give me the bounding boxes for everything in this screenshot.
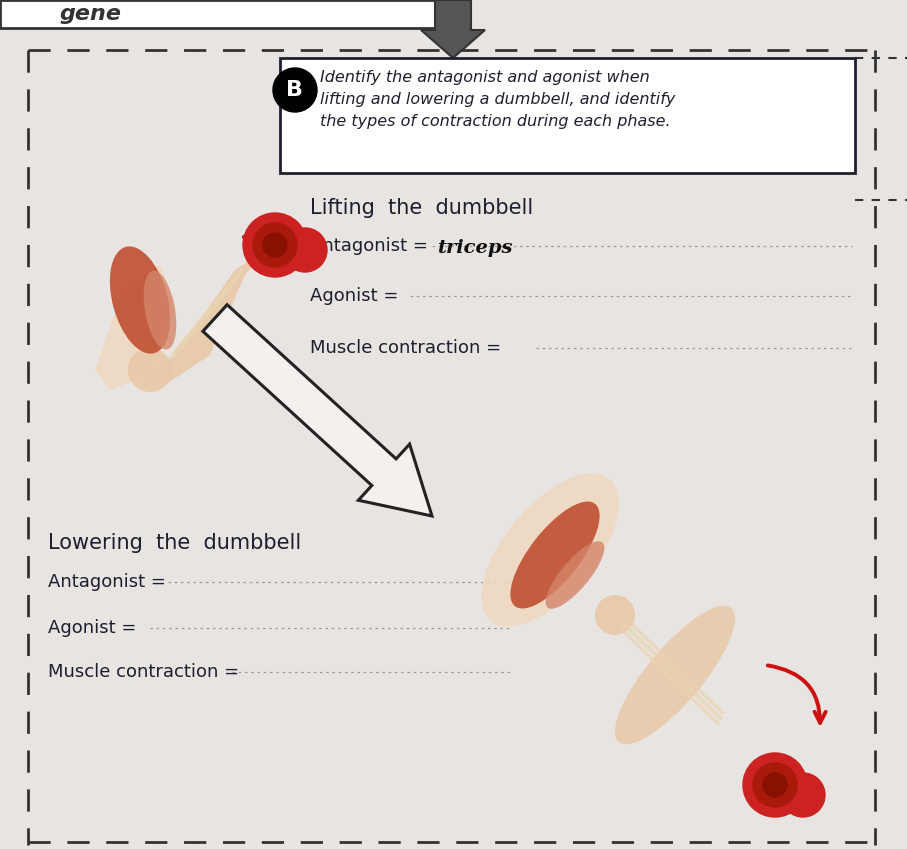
Polygon shape [145,250,265,385]
Ellipse shape [511,502,600,609]
Circle shape [595,595,635,635]
Circle shape [283,228,327,272]
Text: triceps: triceps [437,239,512,257]
Ellipse shape [546,541,604,609]
Ellipse shape [482,474,619,627]
Polygon shape [95,265,175,390]
Circle shape [753,763,797,807]
Text: Agonist =: Agonist = [48,619,136,637]
FancyBboxPatch shape [0,0,453,28]
Circle shape [128,348,172,392]
Circle shape [781,773,825,817]
Circle shape [273,68,317,112]
Text: Muscle contraction =: Muscle contraction = [48,663,239,681]
Circle shape [243,213,307,277]
Text: gene: gene [60,4,122,24]
Text: B: B [287,80,304,100]
Text: Lifting  the  dumbbell: Lifting the dumbbell [310,198,533,218]
Text: the types of contraction during each phase.: the types of contraction during each pha… [320,114,670,129]
Text: Identify the antagonist and agonist when: Identify the antagonist and agonist when [320,70,649,85]
Ellipse shape [615,605,735,745]
Circle shape [763,773,787,797]
Text: Lowering  the  dumbbell: Lowering the dumbbell [48,533,301,553]
Polygon shape [421,0,485,58]
Polygon shape [203,305,432,516]
Text: Antagonist =: Antagonist = [48,573,166,591]
Ellipse shape [143,271,176,350]
Text: Antagonist =: Antagonist = [310,237,428,255]
Ellipse shape [110,246,171,353]
FancyBboxPatch shape [280,58,855,173]
Text: lifting and lowering a dumbbell, and identify: lifting and lowering a dumbbell, and ide… [320,92,676,107]
Text: Muscle contraction =: Muscle contraction = [310,339,502,357]
Text: Agonist =: Agonist = [310,287,398,305]
Circle shape [263,233,287,257]
Circle shape [253,223,297,267]
Circle shape [743,753,807,817]
